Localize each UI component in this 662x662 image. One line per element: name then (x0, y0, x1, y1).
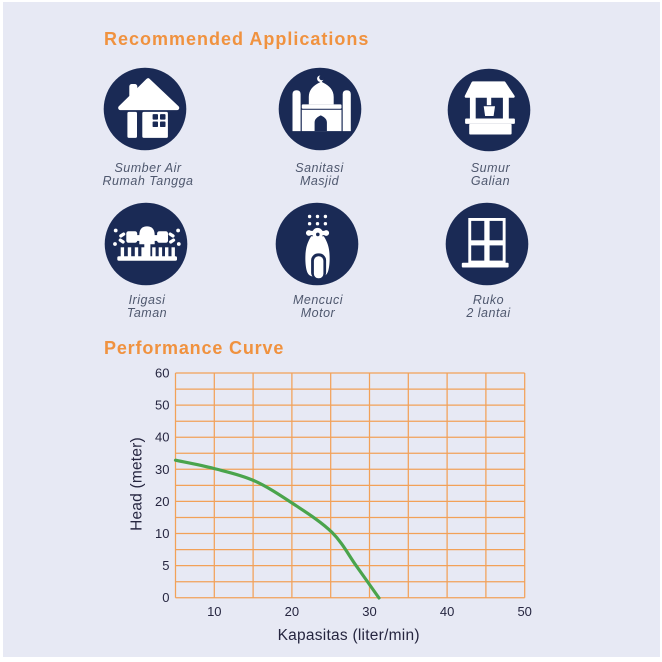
svg-text:30: 30 (155, 462, 169, 477)
svg-text:0: 0 (162, 590, 169, 605)
svg-text:Kapasitas (liter/min): Kapasitas (liter/min) (278, 627, 420, 644)
svg-text:60: 60 (155, 366, 169, 381)
svg-text:40: 40 (440, 604, 454, 619)
svg-text:10: 10 (155, 526, 169, 541)
svg-text:40: 40 (155, 430, 169, 445)
svg-text:20: 20 (285, 604, 299, 619)
svg-text:50: 50 (155, 398, 169, 413)
svg-text:Head (meter): Head (meter) (128, 437, 145, 531)
svg-text:50: 50 (517, 604, 531, 619)
svg-text:30: 30 (362, 604, 376, 619)
svg-text:5: 5 (162, 558, 169, 573)
svg-text:10: 10 (207, 604, 221, 619)
svg-text:20: 20 (155, 494, 169, 509)
